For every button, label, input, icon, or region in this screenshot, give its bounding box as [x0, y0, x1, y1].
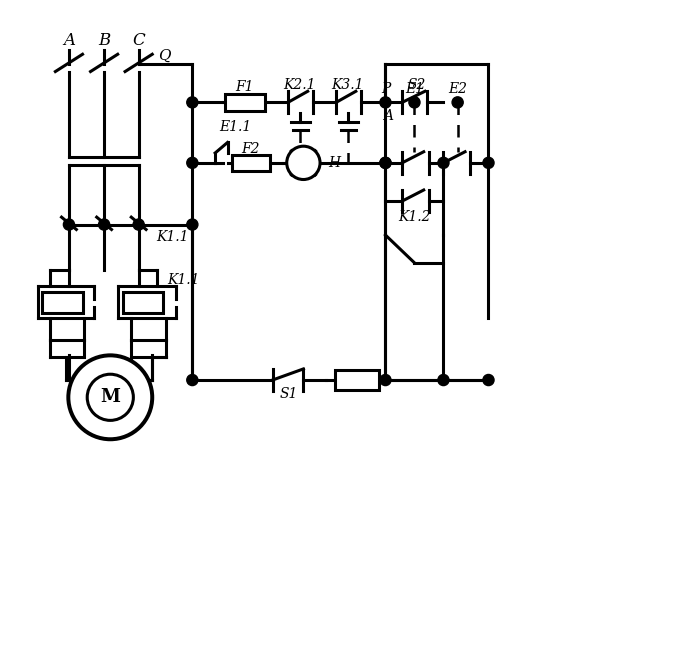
- Circle shape: [68, 356, 153, 439]
- Text: E1: E1: [405, 82, 424, 96]
- Text: K3: K3: [139, 294, 159, 308]
- Circle shape: [483, 374, 494, 386]
- Text: H: H: [328, 156, 340, 170]
- Text: K2: K2: [59, 294, 78, 308]
- Bar: [232, 154, 270, 171]
- Circle shape: [87, 374, 133, 421]
- Circle shape: [380, 157, 391, 168]
- Circle shape: [380, 157, 391, 168]
- Text: A: A: [383, 109, 393, 123]
- Text: K3.1: K3.1: [332, 78, 364, 92]
- Circle shape: [452, 97, 463, 108]
- Text: Q: Q: [158, 49, 171, 63]
- Bar: [225, 93, 264, 111]
- Text: S1: S1: [280, 387, 298, 400]
- Circle shape: [380, 374, 391, 386]
- Circle shape: [483, 157, 494, 168]
- Circle shape: [380, 97, 391, 108]
- Circle shape: [409, 97, 420, 108]
- Bar: [122, 292, 163, 313]
- Circle shape: [187, 157, 198, 168]
- Bar: [335, 370, 379, 390]
- Text: B: B: [98, 32, 110, 49]
- Text: K1: K1: [348, 373, 367, 387]
- Circle shape: [438, 157, 449, 168]
- Circle shape: [63, 219, 74, 230]
- Text: K1.2: K1.2: [398, 210, 431, 223]
- Text: A: A: [63, 32, 75, 49]
- Text: E2: E2: [448, 82, 467, 96]
- Circle shape: [187, 219, 198, 230]
- Circle shape: [438, 374, 449, 386]
- Text: S2: S2: [407, 78, 425, 92]
- Text: P: P: [381, 82, 390, 96]
- Text: C: C: [133, 32, 145, 49]
- Text: M: M: [100, 388, 120, 406]
- Circle shape: [98, 219, 110, 230]
- Text: F2: F2: [242, 141, 260, 156]
- Circle shape: [187, 374, 198, 386]
- Circle shape: [187, 97, 198, 108]
- Circle shape: [133, 219, 144, 230]
- Text: E1.1: E1.1: [219, 120, 251, 134]
- Text: K1.1: K1.1: [156, 230, 188, 244]
- Text: K2.1: K2.1: [283, 78, 315, 92]
- Text: K1.1: K1.1: [167, 273, 199, 287]
- Bar: [43, 292, 82, 313]
- Text: F1: F1: [236, 80, 254, 94]
- Circle shape: [286, 146, 320, 180]
